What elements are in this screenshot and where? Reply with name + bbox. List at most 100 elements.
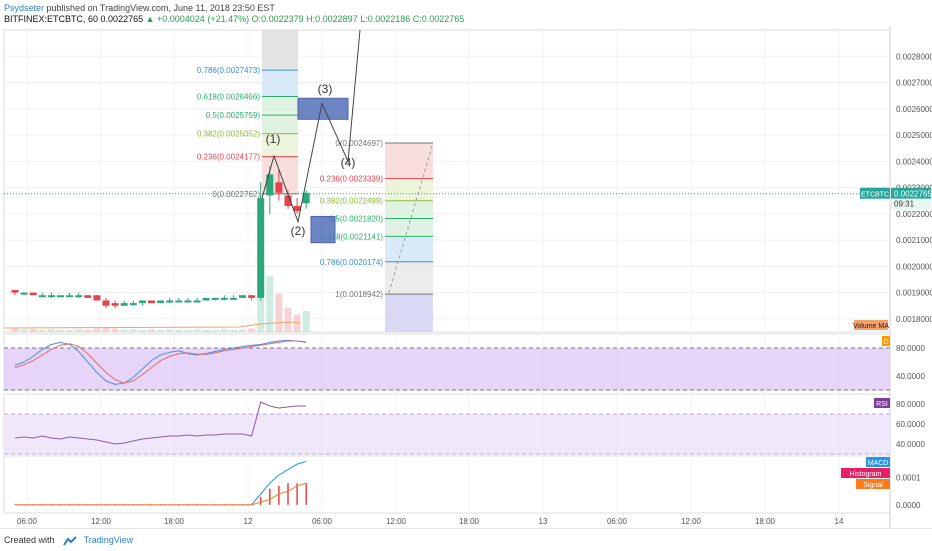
- rsi-band: [4, 414, 890, 454]
- y-tick-label: 0.0027000: [896, 79, 932, 88]
- volume-bar: [293, 314, 301, 332]
- chart-header: Psydseter published on TradingView.com, …: [0, 0, 932, 26]
- fib-right-zone: [385, 236, 433, 262]
- macd-legend-label: Signal: [863, 482, 883, 489]
- y-tick-label: 0.0028000: [896, 52, 932, 61]
- candle: [93, 295, 101, 301]
- fib-right-label: 0(0.0024697): [335, 139, 383, 148]
- fib-right-zone: [385, 178, 433, 201]
- wave-label: (1): [266, 132, 281, 146]
- volume-bar: [29, 329, 37, 332]
- countdown-tag: [891, 198, 931, 210]
- fib-right-label: 0.5(0.0021820): [329, 215, 384, 224]
- fib-right-label: 0.618(0.0021141): [320, 232, 383, 241]
- y-tick-label: 0.0000: [896, 501, 921, 510]
- candle: [293, 205, 301, 212]
- y-tick-label: 40.0000: [896, 440, 925, 449]
- volume-bar: [102, 327, 110, 332]
- y-tick-label: 80.0000: [896, 344, 925, 353]
- publish-line: Psydseter published on TradingView.com, …: [4, 3, 275, 13]
- tradingview-link[interactable]: TradingView: [83, 535, 134, 545]
- y-tick-label: 0.0026000: [896, 105, 932, 114]
- y-tick-label: 0.0025000: [896, 131, 932, 140]
- volume-bar: [184, 329, 192, 332]
- wave-label: (3): [318, 82, 333, 96]
- volume-bar: [111, 328, 119, 332]
- y-tick-label: 0.0018000: [896, 315, 932, 324]
- volume-bar: [148, 329, 155, 332]
- y-tick-label: 80.0000: [896, 400, 925, 409]
- y-tick-label: 0.0001: [896, 474, 921, 483]
- candle: [148, 300, 155, 304]
- rsi-line: [14, 401, 307, 445]
- stoch-legend-label: D: [883, 339, 888, 346]
- volume-bar: [20, 329, 28, 332]
- volume-bar: [66, 329, 74, 332]
- volume-bar: [220, 329, 228, 332]
- candle: [157, 300, 165, 304]
- stoch-line: [14, 339, 307, 385]
- fib-right-trend: [388, 142, 434, 293]
- volume-bar: [47, 329, 55, 332]
- volume-bar: [129, 329, 137, 332]
- target-box-upper: [297, 97, 349, 120]
- volume-bar: [284, 307, 292, 332]
- candle: [120, 303, 128, 306]
- target-box-lower: [310, 215, 336, 244]
- fib-right-label: 0.786(0.0020174): [320, 258, 384, 267]
- y-tick-label: 0.0019000: [896, 289, 932, 298]
- candle: [211, 297, 219, 300]
- symbol-tag: [860, 187, 890, 199]
- candle: [193, 300, 201, 303]
- macd-legend-label: Histogram: [850, 471, 882, 478]
- candle: [229, 297, 237, 300]
- x-tick-label: 13: [539, 517, 548, 526]
- symbol-line: BITFINEX:ETCBTC, 60 0.0022765 ▲ +0.00040…: [4, 14, 464, 24]
- macd-legend-label: MACD: [868, 460, 889, 467]
- volume-bar: [248, 328, 256, 332]
- volume-bar: [57, 329, 64, 332]
- fib-left-zone: [262, 30, 298, 71]
- volume-bar: [211, 329, 219, 332]
- volume-ma-label: Volume MA: [853, 323, 889, 330]
- macd-line: [15, 482, 307, 506]
- macd-line: [15, 460, 307, 506]
- volume-bar: [266, 276, 274, 332]
- candle: [84, 295, 92, 298]
- candle: [57, 295, 64, 298]
- candle: [111, 303, 119, 306]
- x-tick-label: 12:00: [91, 517, 112, 526]
- fib-right-zone: [385, 294, 433, 332]
- volume-bar: [302, 311, 310, 332]
- candle: [29, 292, 37, 296]
- x-tick-label: 14: [835, 517, 844, 526]
- volume-bar: [175, 329, 183, 332]
- volume-bar: [239, 329, 246, 332]
- created-with-label: Created with: [4, 535, 55, 545]
- ohlc-values: O:0.0022379 H:0.0022897 L:0.0022186 C:0.…: [251, 14, 465, 24]
- x-tick-label: 06:00: [17, 517, 38, 526]
- candle: [275, 182, 283, 193]
- candle: [266, 174, 274, 196]
- volume-bar: [275, 293, 283, 332]
- volume-bar: [202, 329, 210, 332]
- price-tag-label: 0.0022765: [894, 190, 932, 199]
- last-price: 0.0022765: [100, 14, 144, 24]
- candle: [302, 192, 310, 204]
- candle: [129, 303, 137, 306]
- author-link[interactable]: Psydseter: [4, 3, 45, 13]
- x-tick-label: 06:00: [312, 517, 333, 526]
- countdown-label: 09:31: [894, 200, 915, 209]
- fib-right-zone: [385, 261, 433, 295]
- symbol-name: BITFINEX:ETCBTC, 60: [4, 14, 99, 24]
- stoch-line: [14, 340, 307, 384]
- volume-ma-line: [3, 321, 301, 329]
- fib-left-label: 0.5(0.0025759): [206, 111, 261, 120]
- volume-bar: [75, 329, 83, 332]
- x-tick-label: 06:00: [607, 517, 628, 526]
- chart-canvas[interactable]: 06:00 12:00 18:00 12 06:00 12:00 18:00 13 06:00 1…: [0, 26, 932, 528]
- fib-left-label: 0(0.0022762): [212, 190, 260, 199]
- y-tick-label: 0.0022000: [896, 210, 932, 219]
- x-tick-label: 18:00: [459, 517, 480, 526]
- publish-info: published on TradingView.com, June 11, 2…: [46, 3, 275, 13]
